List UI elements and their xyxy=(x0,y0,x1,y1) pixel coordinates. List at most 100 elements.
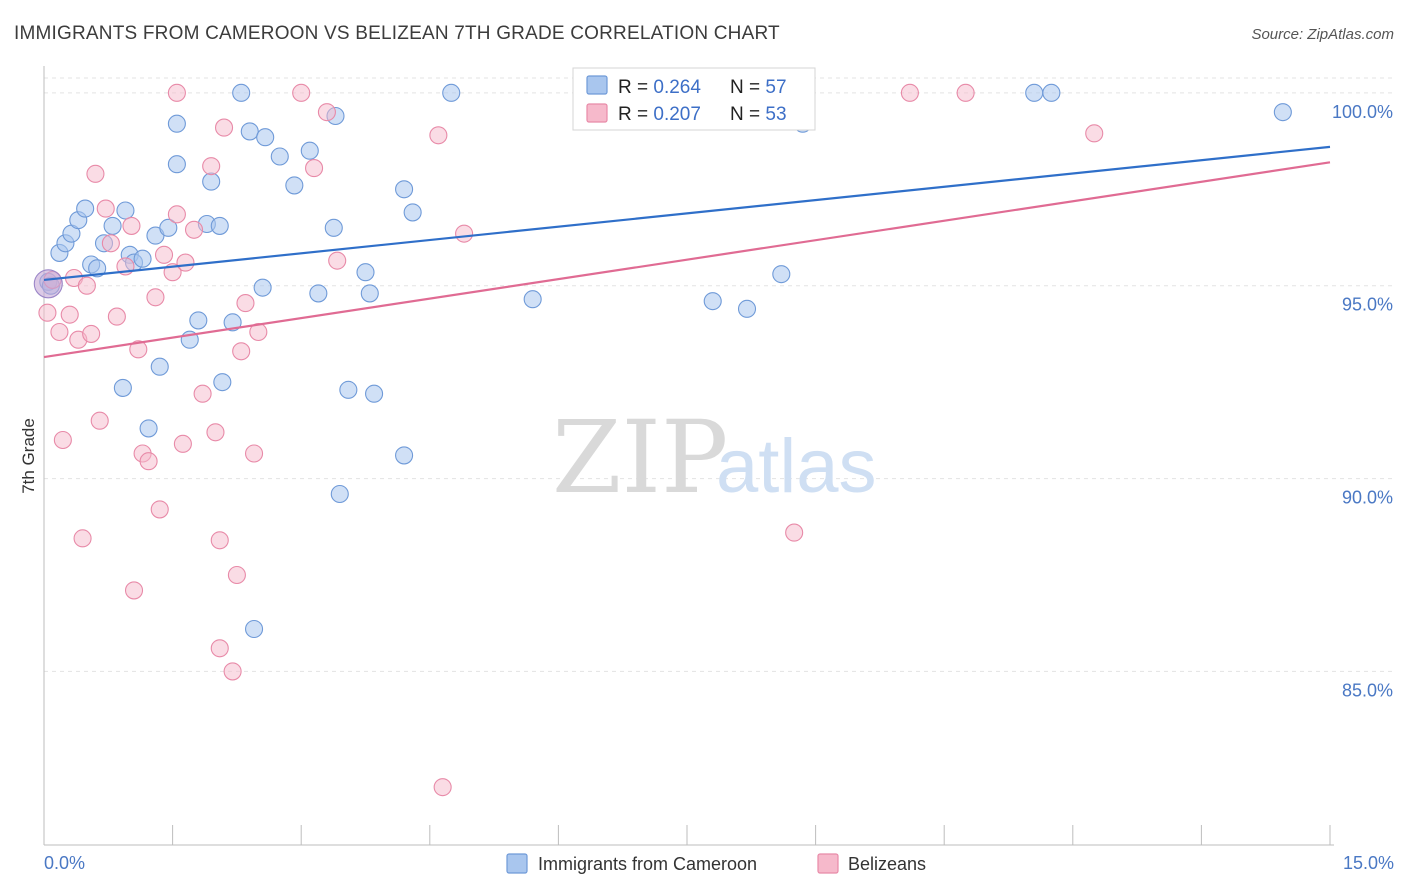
point-belizean-29 xyxy=(193,384,212,403)
point-belizean-32 xyxy=(210,531,229,550)
legend-label-cameroon: Immigrants from Cameroon xyxy=(538,854,757,874)
point-cameroon-49 xyxy=(703,292,722,311)
point-belizean-7 xyxy=(73,529,92,548)
point-cameroon-46 xyxy=(330,484,349,504)
point-cameroon-16 xyxy=(159,218,178,237)
point-cameroon-27 xyxy=(300,141,319,160)
point-belizean-27 xyxy=(176,253,195,272)
point-belizean-34 xyxy=(223,662,242,681)
point-belizean-42 xyxy=(292,83,311,102)
point-belizean-21 xyxy=(146,288,165,307)
stats-legend-n-belizean: N = 53 xyxy=(730,104,787,125)
x-tick-label-max: 15.0% xyxy=(1343,853,1394,873)
point-belizean-0 xyxy=(38,303,57,322)
gridlines xyxy=(44,77,1394,672)
watermark: ZIP atlas xyxy=(552,399,877,516)
n-label-belizean: N = xyxy=(730,104,765,125)
point-belizean-17 xyxy=(124,581,144,600)
x-axis-ticks xyxy=(43,825,1331,845)
point-belizean-47 xyxy=(455,224,474,243)
point-cameroon-28 xyxy=(324,218,343,237)
point-cameroon-17 xyxy=(167,155,186,174)
series-cameroon-points xyxy=(39,83,1292,639)
point-cameroon-54 xyxy=(1042,83,1061,102)
legend-label-belizean: Belizeans xyxy=(848,854,926,874)
point-cluster-origin xyxy=(33,269,63,299)
point-belizean-26 xyxy=(173,434,192,453)
point-belizean-10 xyxy=(86,164,105,183)
point-cameroon-40 xyxy=(223,313,242,332)
r-label-cameroon: R = xyxy=(618,77,653,98)
point-cameroon-11 xyxy=(116,201,135,220)
point-belizean-3 xyxy=(53,430,72,450)
legend-swatch-belizean xyxy=(817,853,839,874)
point-cameroon-43 xyxy=(339,380,358,399)
stats-legend-n-cameroon: N = 57 xyxy=(730,77,787,98)
point-belizean-12 xyxy=(96,199,115,218)
point-belizean-49 xyxy=(785,523,804,542)
point-cameroon-8 xyxy=(88,259,107,278)
n-label-cameroon: N = xyxy=(730,77,765,98)
point-belizean-35 xyxy=(227,565,246,585)
point-cameroon-41 xyxy=(253,278,272,297)
point-cameroon-35 xyxy=(139,419,158,438)
point-cameroon-22 xyxy=(232,83,251,102)
point-belizean-8 xyxy=(77,276,96,295)
y-tick-label-95: 95.0% xyxy=(1342,295,1393,315)
chart-title: IMMIGRANTS FROM CAMEROON VS BELIZEAN 7TH… xyxy=(14,23,780,44)
point-belizean-28 xyxy=(184,220,204,239)
point-belizean-13 xyxy=(101,234,120,253)
stats-legend-row-belizean: R = 0.207 xyxy=(618,104,701,125)
point-belizean-2 xyxy=(50,322,69,342)
point-cameroon-21 xyxy=(210,216,229,235)
y-tick-label-85: 85.0% xyxy=(1342,680,1393,700)
x-tick-label-min: 0.0% xyxy=(44,853,85,873)
point-cameroon-42 xyxy=(309,284,328,303)
trend-line-cameroon xyxy=(43,145,1331,282)
point-cameroon-32 xyxy=(395,180,414,199)
point-belizean-41 xyxy=(167,83,186,102)
point-cameroon-55 xyxy=(1273,103,1292,122)
point-belizean-37 xyxy=(236,294,255,313)
n-value-belizean: 53 xyxy=(765,104,786,125)
n-value-cameroon: 57 xyxy=(765,77,786,98)
point-belizean-46 xyxy=(429,126,448,145)
point-belizean-30 xyxy=(202,157,221,176)
point-belizean-44 xyxy=(317,103,336,122)
point-cameroon-20 xyxy=(202,172,221,191)
y-tick-label-90: 90.0% xyxy=(1342,488,1393,508)
stats-legend-row-cameroon: R = 0.264 xyxy=(618,77,701,98)
legend-swatch-cameroon xyxy=(506,853,528,874)
point-belizean-38 xyxy=(244,444,264,463)
point-belizean-36 xyxy=(232,342,251,361)
point-belizean-18 xyxy=(129,340,148,359)
point-cameroon-51 xyxy=(772,265,791,284)
point-cameroon-26 xyxy=(285,176,304,195)
r-value-belizean: 0.207 xyxy=(653,104,701,125)
watermark-zip: ZIP xyxy=(552,399,728,516)
point-belizean-40 xyxy=(210,639,229,658)
series-legend: Immigrants from Cameroon Belizeans xyxy=(506,853,926,874)
series-belizean-points xyxy=(33,83,1104,797)
point-cameroon-36 xyxy=(150,357,169,376)
chart-source: Source: ZipAtlas.com xyxy=(1251,26,1394,43)
point-cameroon-6 xyxy=(76,199,95,218)
point-belizean-9 xyxy=(82,324,101,343)
point-belizean-22 xyxy=(150,500,169,519)
point-belizean-48 xyxy=(433,778,452,797)
point-belizean-16 xyxy=(122,216,141,235)
point-belizean-11 xyxy=(90,411,109,430)
point-belizean-14 xyxy=(107,307,126,326)
watermark-atlas: atlas xyxy=(716,424,877,509)
y-tick-labels: 85.0% 90.0% 95.0% 100.0% xyxy=(1332,102,1393,701)
point-cameroon-47 xyxy=(244,619,264,639)
point-belizean-31 xyxy=(206,423,225,442)
point-belizean-4 xyxy=(60,305,79,324)
point-belizean-50 xyxy=(900,83,919,102)
point-cameroon-38 xyxy=(189,311,208,330)
point-cameroon-48 xyxy=(523,290,542,309)
point-belizean-20 xyxy=(139,452,158,471)
stats-legend-swatch-belizean xyxy=(586,103,608,123)
point-cameroon-23 xyxy=(240,122,259,141)
